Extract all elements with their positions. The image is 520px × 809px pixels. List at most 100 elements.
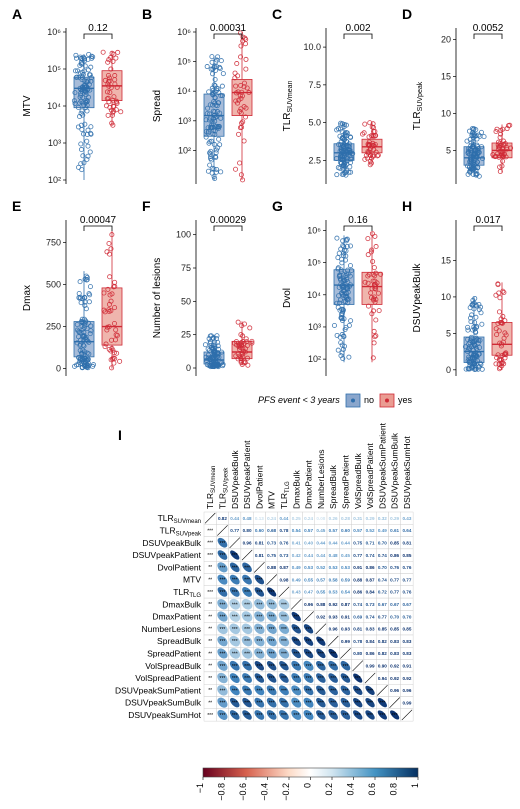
column-label-sub: SUVpeak <box>223 467 229 493</box>
significance-stars: *** <box>355 688 361 694</box>
panel-label: A <box>12 6 22 22</box>
data-point <box>206 336 212 342</box>
correlation-value: 0.86 <box>366 565 375 570</box>
y-tick-label: 10.0 <box>303 42 321 52</box>
significance-stars: *** <box>318 713 324 719</box>
data-point <box>77 296 83 302</box>
column-label: DSUVpeakSumHot <box>402 436 412 509</box>
correlation-value: 0.92 <box>316 614 325 619</box>
box-yes <box>231 319 255 368</box>
column-label-main: DSUVpeakSumHot <box>402 436 412 509</box>
column-label: DSUVpeakSumPatient <box>377 422 387 509</box>
box-yes <box>361 231 384 363</box>
data-point <box>81 334 87 340</box>
correlation-ellipse <box>316 648 326 659</box>
correlation-ellipse <box>303 636 314 646</box>
data-point <box>214 57 220 63</box>
data-point <box>238 83 244 89</box>
data-point <box>88 328 94 334</box>
data-point <box>344 243 350 249</box>
correlation-value: 0.41 <box>292 540 301 545</box>
significance-stars: *** <box>207 553 213 559</box>
correlation-value: 0.78 <box>353 639 362 644</box>
data-point <box>350 151 356 157</box>
data-point <box>88 64 94 70</box>
data-point <box>474 154 480 160</box>
significance-stars: *** <box>343 701 349 707</box>
data-point <box>468 166 474 172</box>
significance-bracket <box>83 33 113 39</box>
data-point <box>212 100 218 106</box>
significance-stars: *** <box>367 701 373 707</box>
data-point <box>72 101 78 107</box>
data-point <box>500 126 506 132</box>
y-tick-label: 15 <box>441 71 451 81</box>
significance-stars: *** <box>256 627 262 633</box>
panel-label: G <box>272 198 283 214</box>
significance-stars: *** <box>281 688 287 694</box>
significance-stars: *** <box>220 578 226 584</box>
significance-stars: *** <box>256 578 262 584</box>
correlation-ellipse <box>365 710 375 720</box>
correlation-ellipse <box>241 623 253 635</box>
correlation-value: 0.74 <box>378 577 387 582</box>
data-point <box>114 350 120 356</box>
data-point <box>474 159 480 165</box>
correlation-ellipse <box>266 623 277 634</box>
data-point <box>71 98 77 104</box>
data-point <box>472 319 478 325</box>
significance-stars: *** <box>343 713 349 719</box>
data-point <box>211 335 217 341</box>
column-label-main: TLR <box>217 493 227 509</box>
significance-bracket <box>213 33 243 39</box>
data-point <box>113 327 119 333</box>
correlation-ellipse <box>254 574 265 585</box>
data-point <box>209 165 215 171</box>
correlation-ellipse <box>242 685 252 696</box>
y-tick-label: 25 <box>181 330 191 340</box>
correlation-value: 0.94 <box>378 676 387 681</box>
data-point <box>373 317 379 323</box>
correlation-ellipse <box>340 660 351 671</box>
data-point <box>339 260 345 266</box>
correlation-value: 0.81 <box>255 540 264 545</box>
colorbar-tick-label: −0.6 <box>238 783 248 801</box>
data-point <box>215 349 221 355</box>
significance-stars: ** <box>208 676 212 682</box>
data-point <box>110 97 116 103</box>
data-point <box>112 279 118 285</box>
legend-point-no <box>351 398 355 403</box>
significance-stars: ** <box>208 565 212 571</box>
row-label: NumberLesions <box>141 624 201 634</box>
data-point <box>87 149 93 155</box>
significance-stars: *** <box>343 676 349 682</box>
correlation-value: 0.57 <box>353 528 362 533</box>
correlation-value: 0.44 <box>341 540 350 545</box>
correlation-ellipse <box>266 611 277 622</box>
correlation-value: 0.57 <box>316 577 325 582</box>
data-point <box>496 361 502 367</box>
correlation-value: 0.98 <box>279 577 288 582</box>
y-axis-label: Number of lesions <box>152 258 163 339</box>
data-point <box>211 65 217 71</box>
significance-stars: *** <box>220 615 226 621</box>
significance-stars: *** <box>244 565 250 571</box>
data-point <box>108 55 114 61</box>
correlation-value: 0.72 <box>378 590 387 595</box>
data-point <box>464 138 470 144</box>
data-point <box>463 366 469 372</box>
significance-stars: *** <box>232 627 238 633</box>
data-point <box>73 74 79 80</box>
data-point <box>481 134 487 140</box>
row-label-main: SpreadBulk <box>157 636 202 646</box>
data-point <box>74 340 80 346</box>
significance-stars: *** <box>207 590 213 596</box>
data-point <box>365 236 371 242</box>
significance-stars: *** <box>281 701 287 707</box>
data-point <box>233 166 239 172</box>
row-label: DSUVpeakBulk <box>142 538 201 548</box>
significance-stars: *** <box>269 639 275 645</box>
data-point <box>339 129 345 135</box>
row-label-main: TLR <box>160 525 176 535</box>
correlation-ellipse <box>254 648 265 659</box>
